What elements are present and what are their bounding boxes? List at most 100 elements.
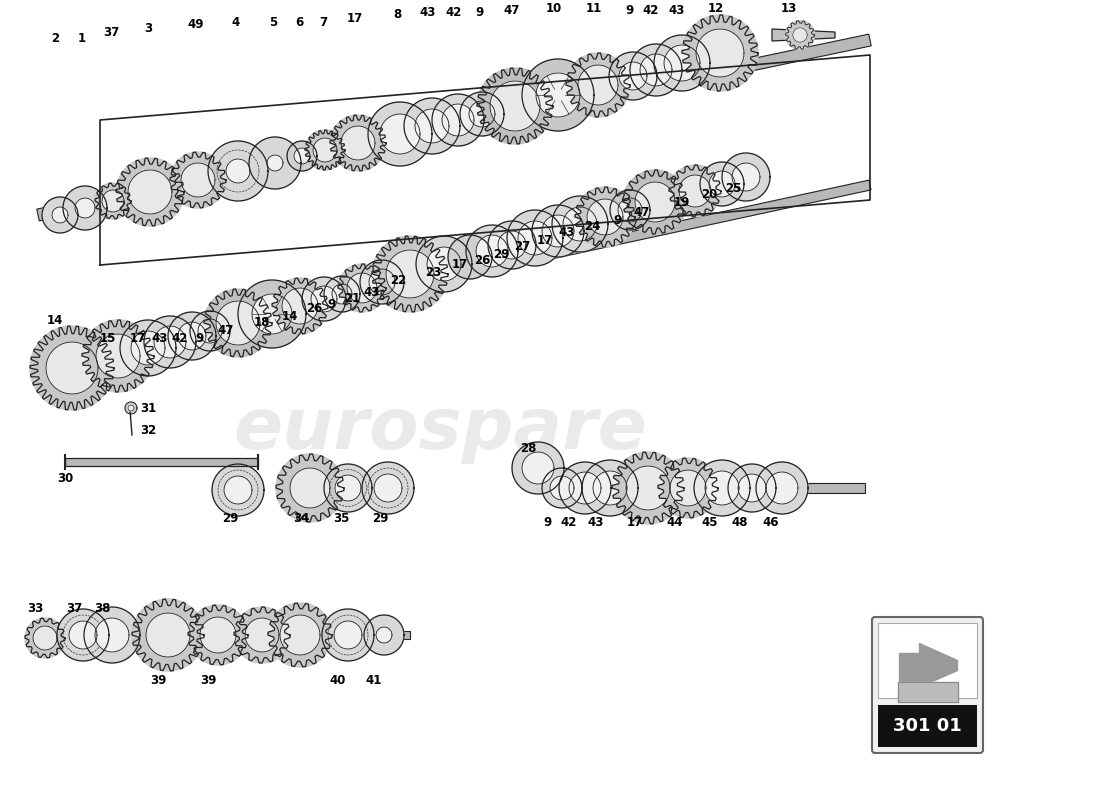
Text: 32: 32: [140, 423, 156, 437]
Polygon shape: [57, 609, 109, 661]
Polygon shape: [238, 280, 306, 348]
Text: 42: 42: [561, 515, 578, 529]
Polygon shape: [245, 618, 279, 652]
Polygon shape: [234, 607, 290, 663]
Polygon shape: [95, 618, 129, 652]
Polygon shape: [168, 312, 216, 360]
Text: 27: 27: [514, 241, 530, 254]
Polygon shape: [696, 29, 744, 77]
Text: 12: 12: [708, 2, 724, 14]
Polygon shape: [364, 615, 404, 655]
Polygon shape: [287, 141, 317, 171]
Text: 47: 47: [634, 206, 650, 218]
Text: 17: 17: [452, 258, 469, 271]
Polygon shape: [477, 68, 553, 144]
Polygon shape: [466, 225, 518, 277]
Polygon shape: [188, 605, 248, 665]
Polygon shape: [116, 158, 184, 226]
Text: 19: 19: [674, 195, 690, 209]
Polygon shape: [37, 180, 871, 370]
Polygon shape: [658, 458, 718, 518]
Polygon shape: [200, 617, 236, 653]
Polygon shape: [669, 165, 720, 217]
Polygon shape: [216, 301, 260, 345]
Polygon shape: [490, 81, 540, 131]
Polygon shape: [267, 155, 283, 171]
Polygon shape: [249, 137, 301, 189]
Text: 11: 11: [586, 2, 602, 14]
Polygon shape: [128, 170, 172, 214]
Polygon shape: [532, 205, 584, 257]
Polygon shape: [374, 474, 401, 502]
Text: 26: 26: [306, 302, 322, 314]
Polygon shape: [65, 458, 258, 466]
Polygon shape: [332, 284, 352, 304]
Text: 9: 9: [195, 331, 204, 345]
Polygon shape: [82, 320, 154, 392]
Polygon shape: [376, 627, 392, 643]
Text: 7: 7: [319, 15, 327, 29]
Text: 17: 17: [537, 234, 553, 246]
Text: 25: 25: [725, 182, 741, 194]
Text: 17: 17: [130, 331, 146, 345]
Polygon shape: [563, 207, 597, 241]
Polygon shape: [338, 264, 386, 312]
Text: 42: 42: [642, 3, 659, 17]
Polygon shape: [208, 141, 268, 201]
Text: 301 01: 301 01: [893, 717, 961, 735]
Text: 41: 41: [366, 674, 382, 686]
Text: 39: 39: [200, 674, 217, 686]
Polygon shape: [612, 452, 684, 524]
Polygon shape: [170, 152, 226, 208]
Polygon shape: [322, 609, 374, 661]
Text: 45: 45: [702, 515, 718, 529]
Polygon shape: [654, 35, 710, 91]
Text: 17: 17: [627, 515, 644, 529]
Polygon shape: [182, 163, 214, 197]
Polygon shape: [30, 326, 114, 410]
Polygon shape: [30, 326, 114, 410]
Text: 9: 9: [475, 6, 483, 19]
Polygon shape: [128, 405, 134, 411]
FancyBboxPatch shape: [878, 705, 977, 747]
Polygon shape: [477, 68, 553, 144]
Polygon shape: [305, 130, 345, 170]
Text: 14: 14: [47, 314, 63, 326]
Polygon shape: [732, 163, 760, 191]
Text: 29: 29: [222, 511, 239, 525]
Polygon shape: [488, 221, 536, 269]
Text: 37: 37: [103, 26, 119, 39]
Polygon shape: [75, 198, 95, 218]
Text: 47: 47: [504, 3, 520, 17]
Text: 23: 23: [425, 266, 441, 278]
FancyBboxPatch shape: [872, 617, 983, 753]
Text: 42: 42: [446, 6, 462, 19]
Text: 5: 5: [268, 17, 277, 30]
Text: 9: 9: [613, 214, 621, 226]
Polygon shape: [82, 320, 154, 392]
Text: 31: 31: [140, 402, 156, 414]
Polygon shape: [305, 130, 345, 170]
Polygon shape: [132, 599, 204, 671]
Polygon shape: [282, 288, 318, 324]
Polygon shape: [415, 109, 449, 143]
Polygon shape: [276, 454, 344, 522]
Text: 17: 17: [346, 11, 363, 25]
Polygon shape: [569, 472, 601, 504]
Polygon shape: [290, 468, 330, 508]
Polygon shape: [518, 221, 552, 255]
Polygon shape: [204, 289, 272, 357]
Text: 8: 8: [393, 9, 402, 22]
Polygon shape: [146, 613, 190, 657]
Polygon shape: [522, 59, 594, 131]
Text: 21: 21: [344, 291, 360, 305]
Polygon shape: [120, 320, 176, 376]
Polygon shape: [898, 682, 957, 702]
Polygon shape: [432, 94, 484, 146]
Polygon shape: [314, 138, 337, 162]
Polygon shape: [84, 607, 140, 663]
Polygon shape: [578, 65, 618, 105]
Polygon shape: [612, 452, 684, 524]
Polygon shape: [95, 631, 410, 639]
Polygon shape: [330, 115, 386, 171]
